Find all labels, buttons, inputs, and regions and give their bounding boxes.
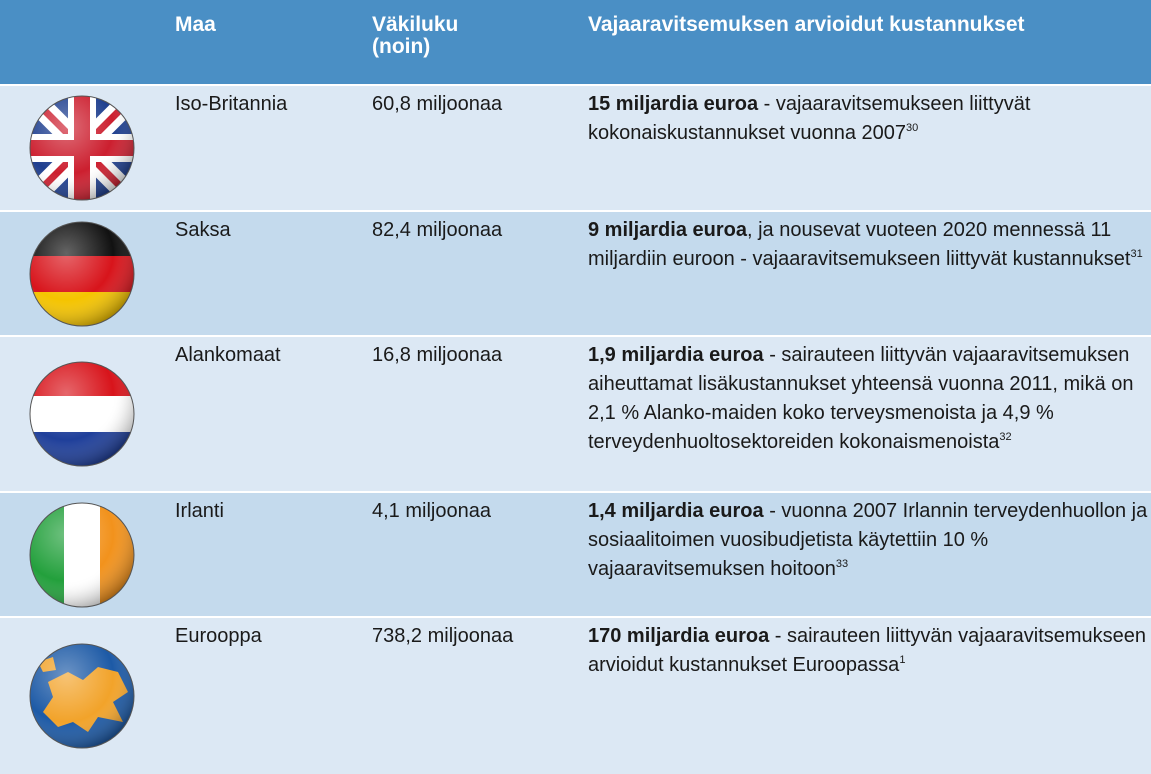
header-cell: Maa: [175, 13, 216, 36]
country: Saksa: [175, 219, 231, 241]
reference: 33: [835, 558, 849, 570]
population: 738,2 miljoonaa: [372, 625, 514, 647]
reference: 32: [999, 431, 1012, 443]
table-row: Irlanti 4,1 miljoonaa 1,4 miljardia euroa …: [0, 493, 1151, 616]
flag-icon: [28, 642, 136, 755]
reference: 31: [1130, 248, 1143, 260]
flag: [29, 361, 135, 467]
flag: [29, 221, 135, 326]
population: 4,1 miljoonaa: [372, 500, 491, 522]
header-row: Maa Väkiluku (noin) Vajaaravitsemuksen a…: [0, 0, 1151, 84]
cost: 170 miljardia euroa - sairauteen liittyv…: [588, 622, 1148, 680]
cost-amount: 1,4 miljardia euroa: [588, 500, 764, 522]
flag-icon: [28, 94, 136, 207]
flag-icon: [28, 360, 136, 473]
cost-text: - vuonna 2007 Irlannin terveydenhuollon …: [588, 500, 1148, 580]
country: Irlanti: [175, 500, 224, 522]
cost: 1,4 miljardia euroa - vuonna 2007 Irlann…: [588, 497, 1148, 584]
cost: 15 miljardia euroa - vajaaravitsemukseen…: [588, 90, 1148, 148]
flag: [29, 95, 135, 201]
header-cell: Vajaaravitsemuksen arvioidut kustannukse…: [588, 13, 1025, 36]
cost-amount: 170 miljardia euroa: [588, 625, 770, 647]
table-row: Eurooppa 738,2 miljoonaa 170 miljardia eur…: [0, 618, 1151, 774]
table-row: Alankomaat 16,8 miljoonaa 1,9 miljardia eu…: [0, 337, 1151, 491]
cost: 1,9 miljardia euroa - sairauteen liittyv…: [588, 341, 1148, 457]
flag: [29, 502, 135, 607]
country: Iso-Britannia: [175, 93, 288, 115]
cost-text: - sairauteen liittyvän vajaaravitsemukse…: [588, 344, 1134, 453]
cost-amount: 9 miljardia euroa: [588, 219, 747, 241]
cost: 9 miljardia euroa, ja nousevat vuoteen 2…: [588, 216, 1148, 274]
reference: 1: [899, 654, 906, 666]
flag: [29, 643, 135, 749]
country: Eurooppa: [175, 625, 262, 647]
cost-text: - vajaaravitsemukseen liittyvät kokonais…: [588, 93, 1031, 144]
table-row: Iso-Britannia 60,8 miljoonaa 15 miljardia …: [0, 86, 1151, 210]
flag-icon: [28, 220, 136, 333]
header-cell: Väkiluku (noin): [372, 13, 459, 58]
cost-amount: 15 miljardia euroa: [588, 93, 759, 115]
cost-text: - sairauteen liittyvän vajaaravitsemukse…: [588, 625, 1147, 676]
flag-icon: [28, 501, 136, 614]
reference: 30: [906, 122, 919, 134]
cost-amount: 1,9 miljardia euroa: [588, 344, 764, 366]
population: 82,4 miljoonaa: [372, 219, 503, 241]
country: Alankomaat: [175, 344, 281, 366]
population: 60,8 miljoonaa: [372, 93, 503, 115]
cost-text: , ja nousevat vuoteen 2020 mennessä 11 m…: [588, 219, 1131, 270]
table-row: Saksa 82,4 miljoonaa 9 miljardia euroa, ja…: [0, 212, 1151, 335]
population: 16,8 miljoonaa: [372, 344, 503, 366]
